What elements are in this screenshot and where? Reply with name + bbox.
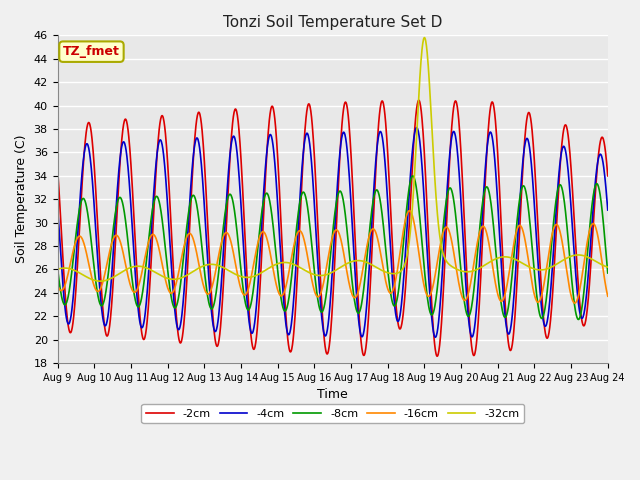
Line: -2cm: -2cm — [58, 100, 608, 356]
-8cm — [287, 279, 295, 285]
-4cm — [367, 240, 374, 246]
-2cm — [96, 265, 104, 271]
-16cm — [287, 258, 295, 264]
-4cm — [96, 290, 104, 296]
-32cm — [604, 264, 612, 270]
-32cm — [420, 35, 428, 40]
-2cm — [367, 276, 374, 281]
Line: -32cm: -32cm — [58, 37, 608, 281]
-16cm — [604, 293, 612, 299]
-4cm — [604, 207, 612, 213]
-8cm — [367, 217, 374, 223]
-4cm — [298, 160, 306, 166]
-32cm — [54, 266, 61, 272]
Legend: -2cm, -4cm, -8cm, -16cm, -32cm: -2cm, -4cm, -8cm, -16cm, -32cm — [141, 404, 524, 423]
-2cm — [118, 130, 126, 135]
-16cm — [367, 229, 374, 235]
-4cm — [431, 335, 439, 340]
-16cm — [54, 282, 61, 288]
-4cm — [413, 125, 420, 131]
-32cm — [119, 268, 127, 274]
Line: -4cm: -4cm — [58, 128, 608, 337]
Line: -8cm: -8cm — [58, 176, 608, 320]
-8cm — [308, 247, 316, 252]
-32cm — [367, 262, 375, 267]
-16cm — [406, 208, 413, 214]
-4cm — [54, 204, 61, 210]
-32cm — [96, 278, 104, 284]
-4cm — [308, 169, 316, 175]
-32cm — [287, 261, 295, 266]
-8cm — [96, 301, 104, 307]
-8cm — [298, 190, 306, 196]
-32cm — [299, 266, 307, 272]
-8cm — [409, 173, 417, 179]
-4cm — [287, 324, 295, 330]
Title: Tonzi Soil Temperature Set D: Tonzi Soil Temperature Set D — [223, 15, 442, 30]
-8cm — [604, 270, 612, 276]
-2cm — [287, 348, 295, 354]
-32cm — [97, 278, 104, 284]
-4cm — [118, 141, 126, 146]
-2cm — [54, 165, 61, 171]
-16cm — [96, 287, 104, 292]
-2cm — [433, 353, 441, 359]
Line: -16cm: -16cm — [58, 211, 608, 303]
-8cm — [575, 317, 582, 323]
-8cm — [54, 265, 61, 271]
-2cm — [415, 97, 422, 103]
-8cm — [118, 200, 126, 205]
-16cm — [298, 231, 306, 237]
Y-axis label: Soil Temperature (C): Soil Temperature (C) — [15, 135, 28, 264]
-2cm — [298, 169, 306, 175]
-16cm — [118, 247, 126, 253]
-32cm — [308, 271, 316, 277]
-2cm — [308, 122, 316, 128]
-16cm — [308, 279, 316, 285]
Text: TZ_fmet: TZ_fmet — [63, 45, 120, 58]
-2cm — [604, 173, 612, 179]
-16cm — [571, 300, 579, 306]
X-axis label: Time: Time — [317, 388, 348, 401]
